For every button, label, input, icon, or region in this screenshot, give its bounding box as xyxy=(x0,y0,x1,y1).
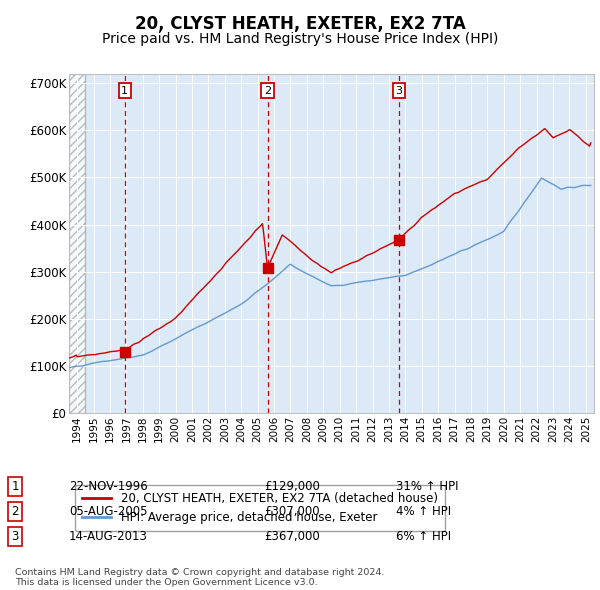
Text: £307,000: £307,000 xyxy=(264,505,320,518)
Bar xyxy=(69,74,85,413)
Text: 1: 1 xyxy=(121,86,128,96)
Legend: 20, CLYST HEATH, EXETER, EX2 7TA (detached house), HPI: Average price, detached : 20, CLYST HEATH, EXETER, EX2 7TA (detach… xyxy=(75,485,445,531)
Text: 14-AUG-2013: 14-AUG-2013 xyxy=(69,530,148,543)
Text: 1: 1 xyxy=(11,480,19,493)
Text: Contains HM Land Registry data © Crown copyright and database right 2024.
This d: Contains HM Land Registry data © Crown c… xyxy=(15,568,385,587)
Text: 05-AUG-2005: 05-AUG-2005 xyxy=(69,505,148,518)
Text: Price paid vs. HM Land Registry's House Price Index (HPI): Price paid vs. HM Land Registry's House … xyxy=(102,32,498,47)
Text: 3: 3 xyxy=(11,530,19,543)
Text: £367,000: £367,000 xyxy=(264,530,320,543)
Text: 20, CLYST HEATH, EXETER, EX2 7TA: 20, CLYST HEATH, EXETER, EX2 7TA xyxy=(134,15,466,33)
Text: 3: 3 xyxy=(395,86,403,96)
Text: 2: 2 xyxy=(11,505,19,518)
Text: 2: 2 xyxy=(264,86,271,96)
Text: £129,000: £129,000 xyxy=(264,480,320,493)
Text: 4% ↑ HPI: 4% ↑ HPI xyxy=(396,505,451,518)
Text: 22-NOV-1996: 22-NOV-1996 xyxy=(69,480,148,493)
Text: 31% ↑ HPI: 31% ↑ HPI xyxy=(396,480,458,493)
Text: 6% ↑ HPI: 6% ↑ HPI xyxy=(396,530,451,543)
